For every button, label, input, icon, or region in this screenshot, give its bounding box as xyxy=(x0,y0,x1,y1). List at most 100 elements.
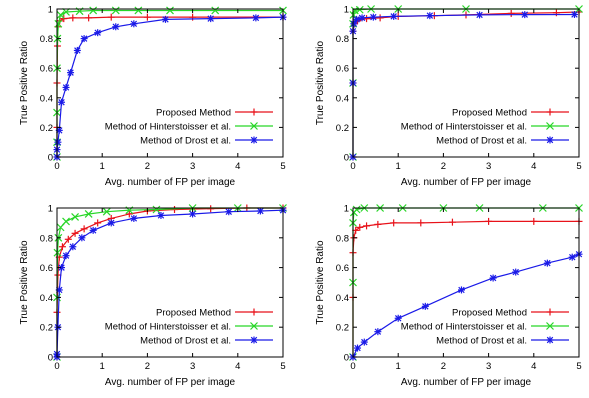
data-point xyxy=(71,229,79,237)
x-tick-label: 4 xyxy=(235,161,240,172)
data-point xyxy=(62,8,70,16)
plot-frame xyxy=(352,8,580,158)
data-point xyxy=(71,213,80,221)
y-tick-label: 0.8 xyxy=(336,233,349,244)
data-point xyxy=(390,219,398,227)
legend-marker xyxy=(250,108,258,116)
y-tick-label: 0.2 xyxy=(336,123,349,134)
data-point xyxy=(252,14,260,22)
data-point xyxy=(521,11,529,19)
legend: Proposed Method Method of Hinterstoisser … xyxy=(401,108,569,147)
x-axis-label: Avg. number of FP per image xyxy=(105,377,236,388)
data-point xyxy=(374,220,382,228)
x-tick-label: 3 xyxy=(486,361,491,372)
data-point xyxy=(69,243,77,251)
data-point xyxy=(552,9,560,17)
x-tick-label: 0 xyxy=(54,161,59,172)
y-tick-label: 1 xyxy=(344,5,349,16)
x-tick-label: 1 xyxy=(396,361,401,372)
y-tick-label: 1 xyxy=(48,5,53,16)
data-point xyxy=(67,69,75,77)
data-point xyxy=(62,83,70,91)
data-point xyxy=(476,11,484,19)
data-point xyxy=(457,286,465,294)
data-point xyxy=(394,314,402,322)
y-axis-label: True Positive Ratio xyxy=(315,41,326,126)
data-point xyxy=(143,13,151,21)
legend-label: Method of Drost et al. xyxy=(140,136,231,147)
y-tick-label: 0 xyxy=(48,153,53,164)
y-tick-label: 1 xyxy=(344,204,349,215)
data-point xyxy=(543,259,551,267)
legend-label: Proposed Method xyxy=(452,308,527,319)
data-point xyxy=(107,13,115,21)
x-axis-label: Avg. number of FP per image xyxy=(105,177,236,188)
data-point xyxy=(354,344,362,352)
data-point xyxy=(111,6,120,15)
x-tick-label: 3 xyxy=(190,361,195,372)
x-axis-label: Avg. number of FP per image xyxy=(401,177,532,188)
data-point xyxy=(125,210,133,218)
data-point xyxy=(54,19,63,28)
x-tick-label: 4 xyxy=(531,161,536,172)
x-tick-label: 5 xyxy=(280,161,285,172)
y-axis-label: True Positive Ratio xyxy=(19,41,30,126)
data-point xyxy=(157,211,165,219)
x-tick-label: 2 xyxy=(441,361,446,372)
legend-marker xyxy=(546,308,554,316)
x-tick-label: 5 xyxy=(576,361,581,372)
data-point xyxy=(94,29,102,37)
x-tick-label: 1 xyxy=(100,161,105,172)
series-line xyxy=(56,209,284,357)
data-point xyxy=(62,217,70,226)
y-tick-label: 0.4 xyxy=(40,93,53,104)
plot-frame xyxy=(56,8,284,158)
legend-label: Method of Drost et al. xyxy=(436,136,527,147)
legend: Proposed Method Method of Hinterstoisser … xyxy=(401,308,569,347)
data-point xyxy=(207,205,215,213)
x-tick-label: 3 xyxy=(190,161,195,172)
y-tick-label: 0.6 xyxy=(336,64,349,75)
x-tick-label: 3 xyxy=(486,161,491,172)
data-point xyxy=(161,15,169,23)
x-tick-label: 5 xyxy=(280,361,285,372)
data-point xyxy=(189,13,197,21)
legend-marker xyxy=(546,336,554,344)
data-point xyxy=(166,6,174,15)
x-tick-label: 4 xyxy=(235,361,240,372)
y-tick-label: 0 xyxy=(344,353,349,364)
data-point xyxy=(207,15,215,23)
legend-marker xyxy=(546,136,554,144)
x-tick-label: 2 xyxy=(145,161,150,172)
data-point xyxy=(353,15,361,23)
data-point xyxy=(225,208,233,216)
data-point xyxy=(130,20,138,28)
data-point xyxy=(80,225,88,233)
legend-label: Method of Hinterstoisser et al. xyxy=(105,322,231,333)
y-tick-label: 0.8 xyxy=(40,34,53,45)
plot-frame xyxy=(352,207,580,358)
data-point xyxy=(62,252,70,260)
data-point xyxy=(89,226,97,234)
data-point xyxy=(390,12,398,20)
y-tick-label: 0.2 xyxy=(336,323,349,334)
data-point xyxy=(256,207,264,215)
x-tick-label: 2 xyxy=(145,361,150,372)
y-tick-label: 0.4 xyxy=(336,93,349,104)
legend-marker xyxy=(250,136,258,144)
data-point xyxy=(134,6,143,15)
legend: Proposed Method Method of Hinterstoisser … xyxy=(105,308,273,347)
legend-marker xyxy=(250,322,258,330)
y-tick-label: 0.2 xyxy=(40,323,53,334)
data-point xyxy=(507,9,515,17)
data-point xyxy=(130,214,138,222)
data-point xyxy=(369,13,377,21)
data-point xyxy=(421,302,429,310)
legend-label: Method of Hinterstoisser et al. xyxy=(401,122,527,133)
data-point xyxy=(570,10,578,18)
